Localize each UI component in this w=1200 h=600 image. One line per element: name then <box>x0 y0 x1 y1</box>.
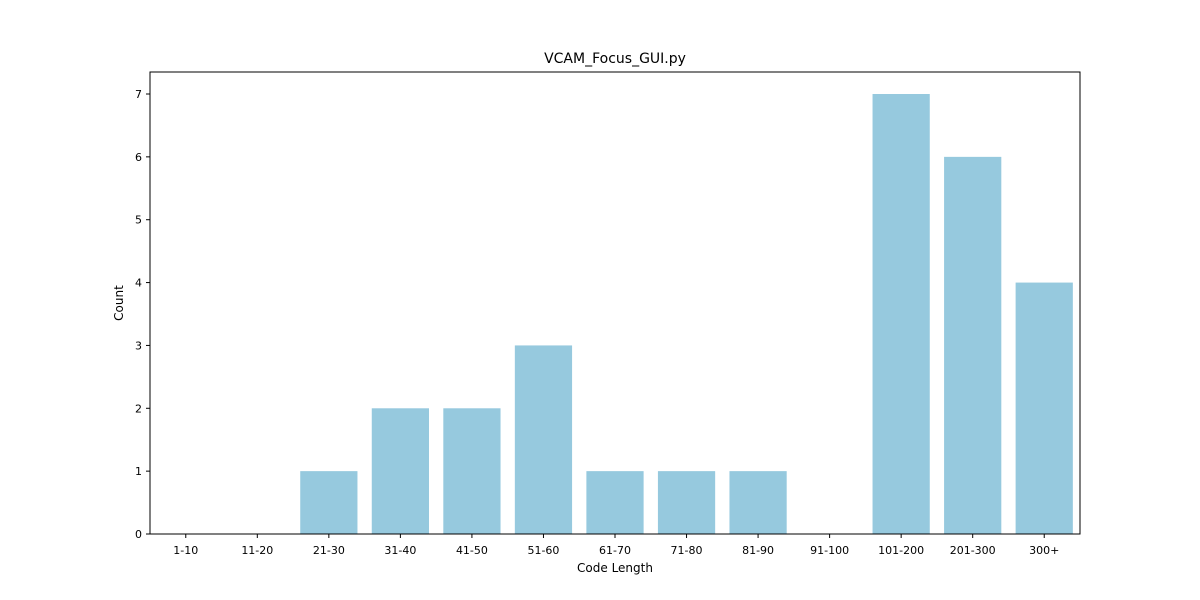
bar-31-40 <box>372 408 429 534</box>
plot-frame <box>150 72 1080 534</box>
bar-21-30 <box>300 471 357 534</box>
x-axis-ticks: 1-10 11-20 21-30 31-40 41-50 51-60 61-70 71-80 8… <box>173 534 1059 557</box>
x-tick-label: 31-40 <box>384 544 416 557</box>
y-tick-label: 3 <box>135 339 142 352</box>
x-tick-label: 71-80 <box>671 544 703 557</box>
x-tick-label: 51-60 <box>527 544 559 557</box>
x-tick-label: 21-30 <box>313 544 345 557</box>
y-axis-label: Count <box>112 285 126 321</box>
chart-title: VCAM_Focus_GUI.py <box>544 51 686 67</box>
y-tick-label: 4 <box>135 277 142 290</box>
y-tick-label: 7 <box>135 88 142 101</box>
x-axis-label: Code Length <box>577 561 653 575</box>
bar-51-60 <box>515 345 572 534</box>
x-tick-label: 11-20 <box>241 544 273 557</box>
bar-71-80 <box>658 471 715 534</box>
x-tick-label: 300+ <box>1029 544 1059 557</box>
x-tick-label: 201-300 <box>950 544 996 557</box>
x-tick-label: 91-100 <box>810 544 849 557</box>
bar-61-70 <box>586 471 643 534</box>
bars-group <box>300 94 1073 534</box>
bar-300+ <box>1016 283 1073 534</box>
x-tick-label: 101-200 <box>878 544 924 557</box>
y-axis-ticks: 0 1 2 3 4 5 6 7 <box>135 88 150 541</box>
bar-101-200 <box>873 94 930 534</box>
y-tick-label: 2 <box>135 402 142 415</box>
bar-81-90 <box>729 471 786 534</box>
y-tick-label: 1 <box>135 465 142 478</box>
y-tick-label: 0 <box>135 528 142 541</box>
x-tick-label: 1-10 <box>173 544 198 557</box>
bar-201-300 <box>944 157 1001 534</box>
x-tick-label: 41-50 <box>456 544 488 557</box>
bar-41-50 <box>443 408 500 534</box>
x-tick-label: 61-70 <box>599 544 631 557</box>
x-tick-label: 81-90 <box>742 544 774 557</box>
y-tick-label: 5 <box>135 214 142 227</box>
y-tick-label: 6 <box>135 151 142 164</box>
